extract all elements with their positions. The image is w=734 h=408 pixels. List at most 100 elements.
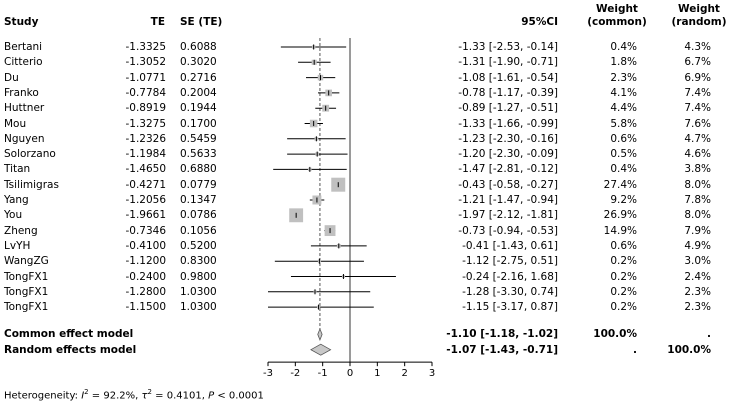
summary-ci: -1.07 [-1.43, -0.71] — [446, 343, 558, 356]
study-weight-common: 0.4% — [610, 41, 637, 53]
study-name: WangZG — [4, 255, 49, 268]
study-ci: -0.73 [-0.94, -0.53] — [458, 224, 558, 237]
study-ci: -0.78 [-1.17, -0.39] — [458, 86, 558, 99]
study-weight-common: 0.6% — [610, 132, 637, 145]
study-name: LvYH — [4, 239, 31, 252]
summary-ci: -1.10 [-1.18, -1.02] — [446, 328, 558, 341]
study-weight-common: 0.5% — [610, 148, 637, 161]
study-te: -1.2800 — [125, 285, 166, 298]
study-name: Solorzano — [4, 148, 56, 161]
study-ci: -1.20 [-2.30, -0.09] — [458, 148, 558, 161]
x-tick-label: 2 — [401, 368, 407, 379]
header-study: Study — [4, 16, 39, 28]
study-te: -1.2326 — [125, 132, 166, 145]
study-name: TongFX1 — [4, 285, 49, 298]
summary-weight-common: 100.0% — [593, 328, 637, 341]
study-weight-random: 6.7% — [684, 56, 711, 69]
header-weight-random-sub: (random) — [671, 16, 727, 28]
summary-name: Random effects model — [4, 343, 137, 356]
study-se: 0.1700 — [180, 117, 217, 130]
study-weight-random: 7.6% — [684, 117, 711, 130]
x-tick-label: 3 — [429, 368, 435, 379]
heterogeneity-text: Heterogeneity: I2 = 92.2%, τ2 = 0.4101, … — [4, 388, 264, 402]
study-weight-random: 4.7% — [684, 132, 711, 145]
study-weight-common: 26.9% — [603, 209, 637, 222]
study-se: 0.0786 — [180, 209, 217, 222]
summary-weight-random: 100.0% — [667, 343, 711, 356]
study-weight-random: 2.4% — [684, 270, 711, 283]
study-name: Citterio — [4, 56, 43, 69]
study-weight-common: 9.2% — [610, 194, 637, 206]
random-effects-diamond — [310, 343, 332, 356]
study-name: Huttner — [4, 102, 45, 115]
study-weight-random: 6.9% — [684, 71, 711, 84]
study-weight-random: 7.4% — [684, 102, 711, 115]
study-se: 1.0300 — [180, 285, 217, 298]
study-te: -0.4100 — [125, 239, 166, 252]
study-weight-random: 7.4% — [684, 86, 711, 99]
study-weight-common: 27.4% — [603, 178, 637, 191]
study-se: 0.5459 — [180, 132, 217, 145]
study-te: -1.1500 — [125, 301, 166, 314]
x-tick-label: 1 — [374, 368, 380, 379]
study-te: -0.8919 — [125, 102, 166, 115]
study-weight-random: 4.6% — [684, 148, 711, 161]
study-te: -1.1200 — [125, 255, 166, 268]
study-se: 0.6880 — [180, 163, 217, 176]
x-tick-label: 0 — [347, 368, 353, 379]
study-name: Mou — [4, 117, 27, 130]
summary-name: Common effect model — [4, 328, 134, 341]
study-name: Franko — [4, 86, 39, 99]
header-weight-common: Weight — [596, 3, 638, 15]
study-te: -1.3275 — [125, 117, 166, 130]
study-name: Yang — [4, 194, 29, 206]
study-se: 0.1944 — [180, 102, 217, 115]
study-ci: -1.08 [-1.61, -0.54] — [458, 71, 558, 84]
study-weight-random: 7.8% — [684, 194, 711, 206]
study-se: 0.5200 — [180, 239, 217, 252]
study-ci: -1.28 [-3.30, 0.74] — [462, 285, 558, 298]
header-se: SE (TE) — [180, 16, 223, 28]
study-se: 0.5633 — [180, 148, 217, 161]
study-se: 0.1056 — [180, 224, 217, 237]
study-weight-random: 7.9% — [684, 224, 711, 237]
study-te: -1.4650 — [125, 163, 166, 176]
study-te: -0.7346 — [125, 224, 166, 237]
study-ci: -0.24 [-2.16, 1.68] — [462, 270, 558, 283]
study-weight-random: 8.0% — [684, 209, 711, 222]
study-ci: -1.21 [-1.47, -0.94] — [458, 194, 558, 206]
study-weight-common: 5.8% — [610, 117, 637, 130]
study-ci: -1.47 [-2.81, -0.12] — [458, 163, 558, 176]
study-ci: -1.33 [-1.66, -0.99] — [458, 117, 558, 130]
header-te: TE — [150, 16, 165, 28]
study-weight-random: 2.3% — [684, 285, 711, 298]
study-ci: -1.12 [-2.75, 0.51] — [462, 255, 558, 268]
study-weight-random: 2.3% — [684, 301, 711, 314]
study-se: 0.3020 — [180, 56, 217, 69]
study-te: -0.7784 — [125, 86, 166, 99]
study-se: 1.0300 — [180, 301, 217, 314]
x-tick-label: -3 — [263, 368, 273, 379]
study-weight-common: 4.1% — [610, 86, 637, 99]
study-ci: -0.43 [-0.58, -0.27] — [458, 178, 558, 191]
study-ci: -1.97 [-2.12, -1.81] — [458, 209, 558, 222]
study-ci: -1.23 [-2.30, -0.16] — [458, 132, 558, 145]
study-name: You — [4, 209, 23, 222]
study-te: -1.2056 — [125, 194, 166, 206]
study-name: Titan — [4, 163, 31, 176]
x-tick-label: -1 — [318, 368, 328, 379]
x-tick-label: -2 — [290, 368, 300, 379]
study-se: 0.8300 — [180, 255, 217, 268]
study-te: -0.2400 — [125, 270, 166, 283]
study-weight-common: 0.4% — [610, 163, 637, 176]
study-ci: -1.33 [-2.53, -0.14] — [458, 41, 558, 53]
study-ci: -1.15 [-3.17, 0.87] — [462, 301, 558, 314]
summary-weight-random: . — [707, 328, 711, 341]
study-weight-common: 0.2% — [610, 301, 637, 314]
study-te: -1.3052 — [125, 56, 166, 69]
study-name: Bertani — [4, 41, 43, 53]
study-se: 0.0779 — [180, 178, 217, 191]
study-te: -0.4271 — [125, 178, 166, 191]
study-name: TongFX1 — [4, 301, 49, 314]
